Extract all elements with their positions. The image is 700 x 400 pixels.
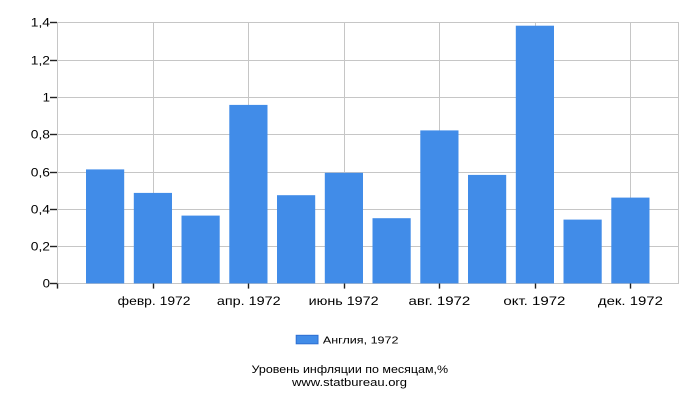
svg-text:Уровень инфляции по месяцам,%: Уровень инфляции по месяцам,% xyxy=(252,364,449,376)
svg-text:июнь 1972: июнь 1972 xyxy=(309,294,379,308)
svg-text:апр. 1972: апр. 1972 xyxy=(217,294,281,308)
svg-text:Англия, 1972: Англия, 1972 xyxy=(323,336,399,347)
svg-text:www.statbureau.org: www.statbureau.org xyxy=(291,377,407,389)
svg-text:0,2: 0,2 xyxy=(31,240,51,254)
svg-text:0,8: 0,8 xyxy=(31,128,51,142)
svg-text:0,4: 0,4 xyxy=(31,203,51,217)
svg-text:0,6: 0,6 xyxy=(31,166,51,180)
svg-text:авг. 1972: авг. 1972 xyxy=(409,294,471,308)
svg-text:окт. 1972: окт. 1972 xyxy=(503,294,565,308)
svg-text:февр. 1972: февр. 1972 xyxy=(118,294,191,308)
svg-text:1: 1 xyxy=(43,91,51,105)
svg-text:0: 0 xyxy=(43,277,51,291)
svg-text:дек. 1972: дек. 1972 xyxy=(598,294,663,308)
svg-text:1,2: 1,2 xyxy=(31,54,51,68)
svg-text:1,4: 1,4 xyxy=(31,16,51,30)
